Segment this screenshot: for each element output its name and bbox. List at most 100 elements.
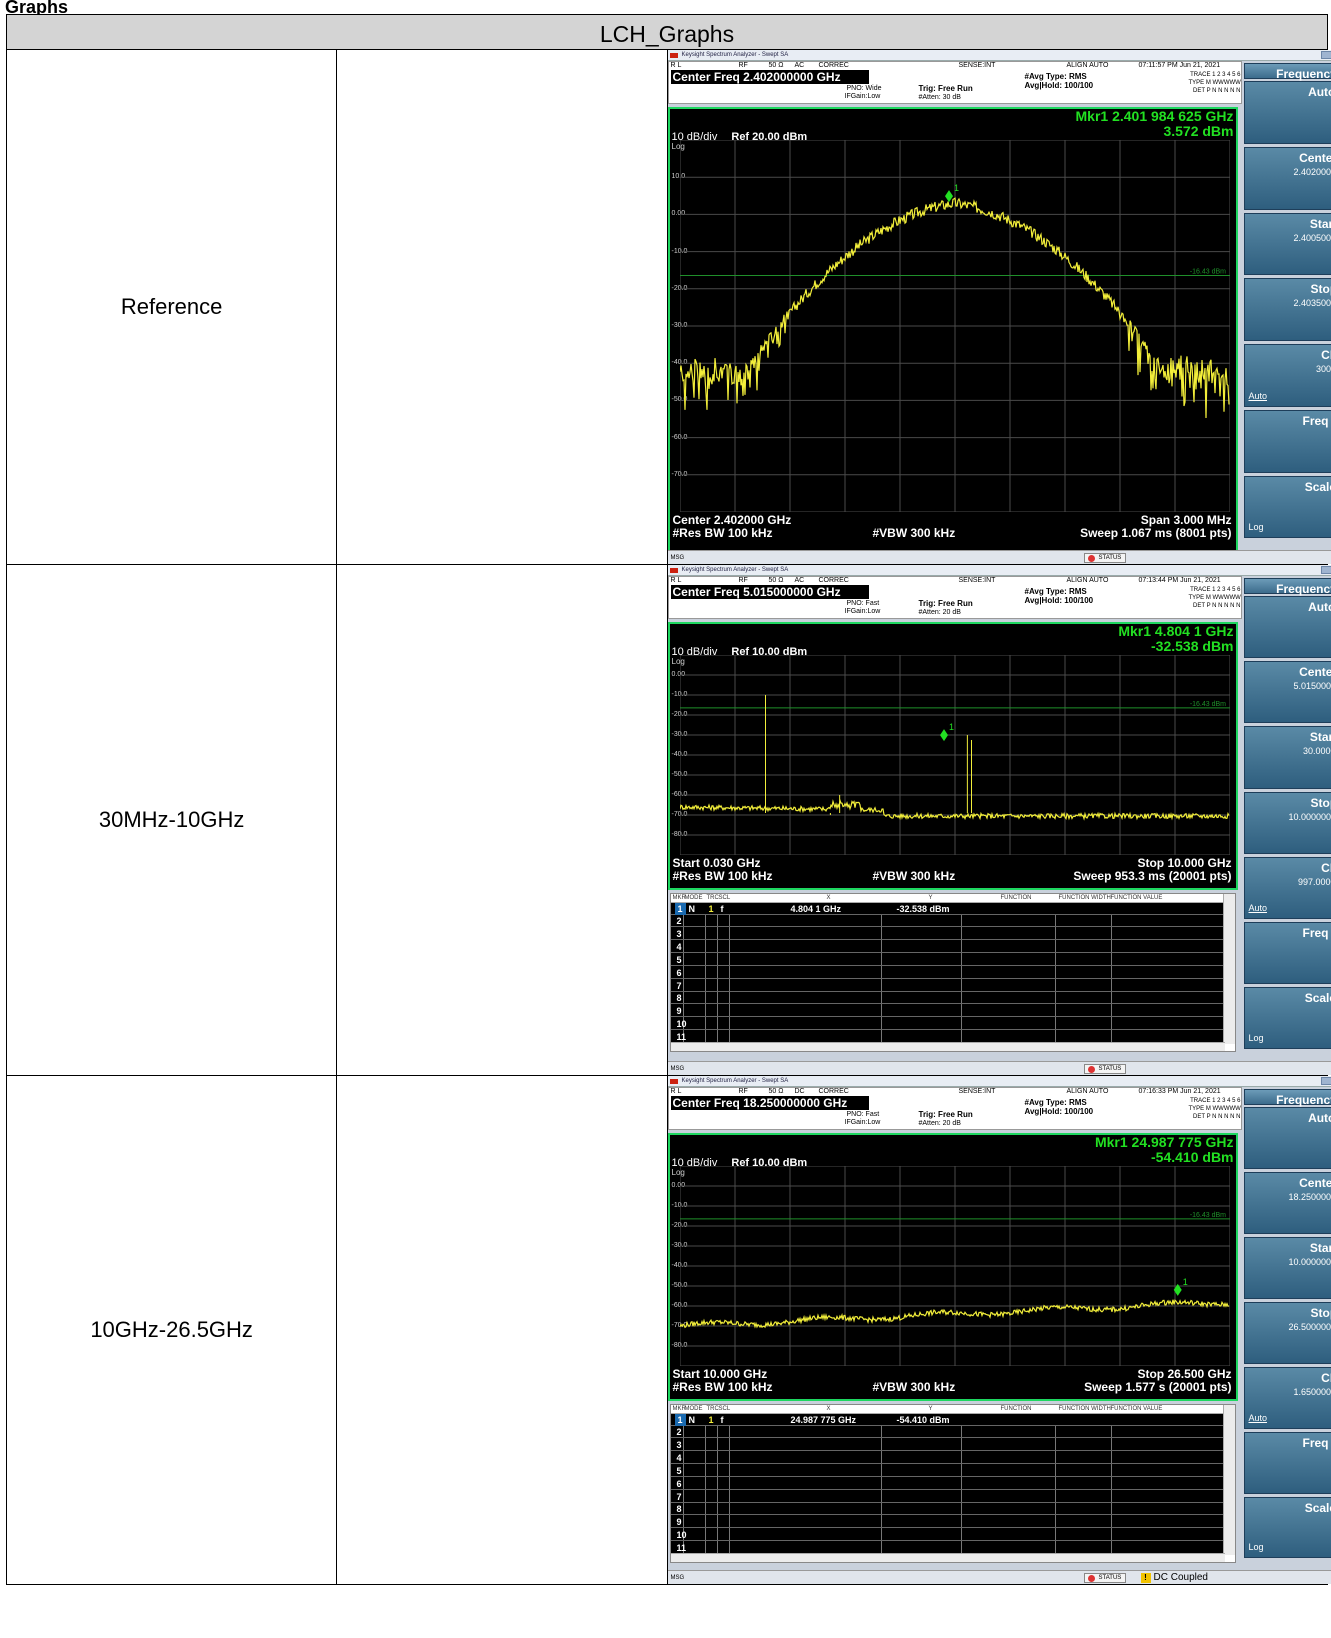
avg-type: #Avg Type: RMS (1024, 1098, 1087, 1107)
cf-step-button[interactable]: CF Step1.650000000 GHz AutoMan (1243, 1366, 1331, 1429)
marker-table-header: FUNCTION WIDTH (1058, 895, 1111, 901)
marker-row-number: 6 (676, 967, 682, 978)
marker-table-row[interactable]: 6 (670, 967, 1223, 979)
start-freq-button[interactable]: Start Freq30.000000 MHz (1243, 726, 1331, 789)
auto-tune-label: Auto Tune (1308, 1111, 1331, 1125)
impedance-indicator: 50 Ω (768, 577, 784, 584)
trace-line: DET P N N N N N (1193, 88, 1241, 94)
status-indicator[interactable]: STATUS (1083, 1573, 1127, 1583)
marker-table-hscrollbar[interactable] (670, 1553, 1225, 1562)
center-freq-value: 5.015000000 GHz (1293, 681, 1331, 692)
trace-line: TRACE 1 2 3 4 5 6 (1190, 1098, 1241, 1104)
marker-table-row[interactable]: 4 (670, 1452, 1223, 1464)
scale-type-log-lin: LogLin (1249, 1031, 1331, 1045)
marker-row-number: 2 (676, 916, 682, 926)
marker-table-row[interactable]: 3 (670, 928, 1223, 940)
auto-tune-button[interactable]: Auto Tune (1243, 596, 1331, 659)
freq-offset-value: 0 Hz (1247, 1450, 1331, 1464)
auto-tune-button[interactable]: Auto Tune (1243, 81, 1331, 144)
analyzer-titlebar: Keysight Spectrum Analyzer - Swept SA (667, 1076, 1331, 1087)
freq-offset-button[interactable]: Freq Offset0 Hz (1243, 409, 1331, 473)
cf-step-button[interactable]: CF Step300.000 kHz AutoMan (1243, 344, 1331, 407)
marker-readout: Mkr1 4.804 1 GHz -32.538 dBm (1118, 624, 1233, 654)
marker-table-row[interactable]: 9 (670, 1516, 1223, 1529)
spectrum-graticule: -16.43 dBm 1 (679, 140, 1230, 512)
minimize-icon[interactable] (1320, 566, 1331, 574)
auto-tune-label: Auto Tune (1308, 600, 1331, 614)
start-freq-label: Start Freq (1309, 1240, 1331, 1255)
timestamp: 07:16:33 PM Jun 21, 2021 (1138, 1088, 1221, 1095)
marker-table-row-selected[interactable]: 1 N 1 f 4.804 1 GHz -32.538 dBm (670, 903, 1223, 915)
marker-table-row[interactable]: 10 (670, 1018, 1223, 1031)
analyzer-info-bar: R L RF 50 Ω AC CORREC SENSE:INT ALIGN AU… (667, 61, 1242, 104)
sweep-info-line-1: Start 10.000 GHz Stop 26.500 GHz (673, 1368, 1232, 1381)
stop-freq-button[interactable]: Stop Freq26.500000000 GHz (1243, 1301, 1331, 1364)
y-axis-label: 0.00 (671, 1182, 686, 1189)
table-row: Reference Keysight Spectrum Analyzer - S… (5, 49, 1331, 565)
auto-tune-button[interactable]: Auto Tune (1243, 1107, 1331, 1169)
freq-offset-label: Freq Offset (1302, 926, 1331, 941)
spectrum-analyzer-screenshot: Keysight Spectrum Analyzer - Swept SA R … (667, 50, 1331, 564)
graphs-table: LCH_Graphs Reference Keysight Spectrum A… (5, 14, 1331, 1585)
marker-table-header: TRC (706, 895, 719, 901)
marker-row-number: 7 (676, 980, 682, 991)
marker-table-row[interactable]: 2 (670, 1426, 1223, 1438)
marker-table-row[interactable]: 6 (670, 1478, 1223, 1490)
stop-span-freq: Stop 10.000 GHz (1137, 856, 1232, 870)
marker-table-row[interactable]: 9 (670, 1005, 1223, 1018)
marker-table-row[interactable]: 5 (670, 1465, 1223, 1477)
marker-table-row[interactable]: 4 (670, 941, 1223, 953)
marker-table-row[interactable]: 2 (670, 915, 1223, 927)
cf-step-value: 1.650000000 GHz (1293, 1386, 1331, 1397)
status-indicator[interactable]: STATUS (1083, 553, 1127, 563)
minimize-icon[interactable] (1320, 1077, 1331, 1085)
scale-log-label: Log (671, 657, 685, 666)
analyzer-title: Keysight Spectrum Analyzer - Swept SA (681, 1078, 789, 1084)
marker-table-header-row: MKR MODE TRC SCL X Y FUNCTION FUNCTION WIDTH FUN… (670, 894, 1223, 903)
res-bw: #Res BW 100 kHz (672, 526, 773, 540)
cf-step-auto: Auto (1248, 1412, 1268, 1423)
cf-step-button[interactable]: CF Step997.000000 MHz AutoMan (1243, 856, 1331, 920)
start-center-freq: Start 0.030 GHz (672, 856, 761, 870)
scale-type-button[interactable]: Scale Type LogLin (1243, 475, 1331, 539)
marker-table-row-selected[interactable]: 1 N 1 f 24.987 775 GHz -54.410 dBm (670, 1414, 1223, 1426)
stop-freq-button[interactable]: Stop Freq10.000000000 GHz (1243, 791, 1331, 854)
marker-table-scrollbar[interactable] (1222, 894, 1235, 1044)
marker-amplitude: 3.572 dBm (1163, 123, 1234, 139)
scale-type-button[interactable]: Scale Type LogLin (1243, 1496, 1331, 1559)
marker-table-row[interactable]: 3 (670, 1439, 1223, 1451)
softkey-frequency-header-label: Frequency (1276, 67, 1331, 81)
stop-freq-label: Stop Freq (1310, 1305, 1331, 1320)
minimize-icon[interactable] (1320, 51, 1331, 59)
ifgain-setting: IFGain:Low (844, 93, 881, 100)
timestamp: 07:13:44 PM Jun 21, 2021 (1138, 577, 1221, 584)
impedance-indicator: 50 Ω (768, 62, 784, 69)
marker-row-number: 7 (676, 1491, 682, 1502)
cf-step-auto-man: AutoMan (1249, 389, 1331, 403)
marker-table-hscrollbar[interactable] (670, 1042, 1225, 1051)
vbw: #VBW 300 kHz (872, 1380, 956, 1394)
trace-line: DET P N N N N N (1193, 1114, 1241, 1120)
marker-table-row[interactable]: 8 (670, 992, 1223, 1005)
y-axis-label: 0.00 (671, 671, 686, 678)
spectrum-analyzer-screenshot: Keysight Spectrum Analyzer - Swept SA R … (667, 1076, 1331, 1584)
freq-offset-button[interactable]: Freq Offset0 Hz (1243, 1431, 1331, 1494)
marker-table-row[interactable]: 7 (670, 1491, 1223, 1503)
marker-table-row[interactable]: 8 (670, 1503, 1223, 1516)
marker-table-row[interactable]: 10 (670, 1529, 1223, 1542)
marker-number: 1 (949, 722, 954, 732)
marker-table-row[interactable]: 7 (670, 980, 1223, 992)
marker-table-divider (682, 903, 684, 1044)
marker-row-number: 6 (676, 1478, 682, 1489)
marker-table-row[interactable]: 5 (670, 954, 1223, 966)
start-freq-button[interactable]: Start Freq10.000000000 GHz (1243, 1236, 1331, 1299)
scale-type-button[interactable]: Scale Type LogLin (1243, 987, 1331, 1050)
status-indicator[interactable]: STATUS (1083, 1064, 1127, 1074)
freq-offset-button[interactable]: Freq Offset0 Hz (1243, 922, 1331, 985)
marker-table-scrollbar[interactable] (1222, 1405, 1235, 1555)
